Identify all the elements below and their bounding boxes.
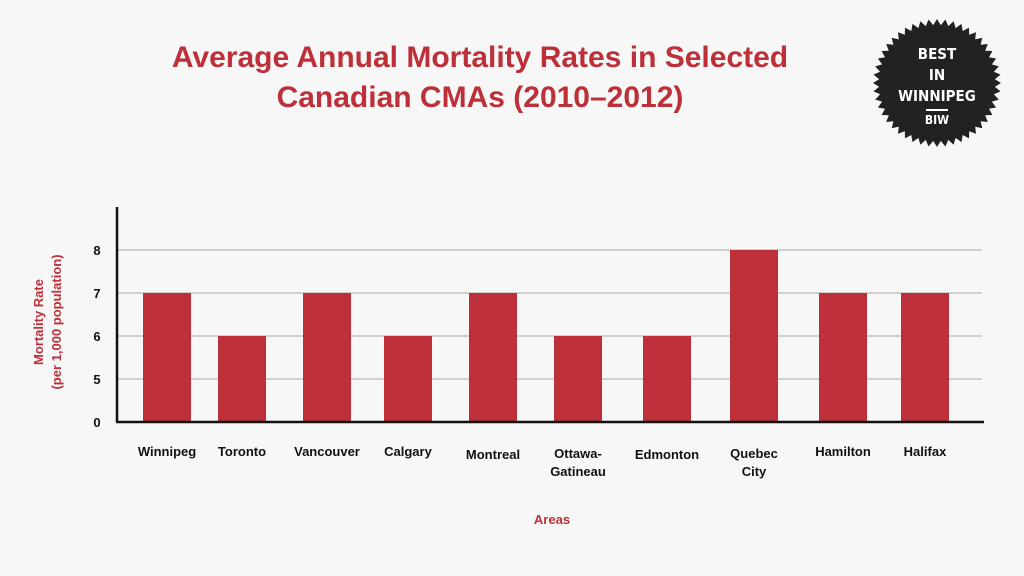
badge-seal-icon	[873, 19, 1001, 147]
badge-line-1: BEST	[917, 45, 957, 63]
best-in-winnipeg-badge: BEST IN WINNIPEG BIW	[872, 18, 1002, 148]
bar-winnipeg	[143, 293, 191, 422]
badge-text: BEST IN WINNIPEG BIW	[872, 44, 1002, 127]
x-tick-label: Halifax	[904, 444, 947, 459]
bar-edmonton	[643, 336, 691, 422]
x-axis-label: Areas	[534, 512, 570, 527]
bar-hamilton	[819, 293, 867, 422]
axis-layer	[115, 207, 984, 424]
bar-vancouver	[303, 293, 351, 422]
y-tick-8: 8	[93, 243, 100, 258]
badge-line-2: IN	[928, 66, 946, 84]
bar-quebec-city	[730, 250, 778, 422]
chart-title: Average Annual Mortality Rates in Select…	[60, 38, 900, 118]
x-tick-label: Ottawa-	[554, 446, 602, 461]
bar-ottawa-gatineau	[554, 336, 602, 422]
x-tick-label: Gatineau	[550, 464, 606, 479]
chart-title-line-1: Average Annual Mortality Rates in Select…	[171, 41, 789, 74]
category-layer: Winnipeg Toronto Vancouver Calgary Montreal O…	[138, 444, 947, 479]
badge-sub: BIW	[924, 113, 950, 127]
y-tick-5: 5	[93, 372, 100, 387]
bar-montreal	[469, 293, 517, 422]
x-tick-label: Vancouver	[294, 444, 360, 459]
y-axis-label-line-2: (per 1,000 population)	[49, 254, 64, 389]
y-tick-7: 7	[93, 286, 100, 301]
bar-toronto	[218, 336, 266, 422]
badge-line-3: WINNIPEG	[898, 87, 976, 105]
chart-title-line-2: Canadian CMAs (2010–2012)	[276, 81, 684, 114]
x-tick-label: Toronto	[218, 444, 266, 459]
tick-layer: 0 5 6 7 8	[93, 243, 100, 430]
x-tick-label: City	[742, 464, 767, 479]
x-tick-label: Quebec	[730, 446, 778, 461]
y-tick-6: 6	[93, 329, 100, 344]
bar-calgary	[384, 336, 432, 422]
x-tick-label: Edmonton	[635, 447, 699, 462]
bar-halifax	[901, 293, 949, 422]
bar-layer	[143, 250, 949, 422]
y-axis-label: Mortality Rate (per 1,000 population)	[31, 254, 64, 389]
y-tick-0: 0	[93, 415, 100, 430]
x-tick-label: Hamilton	[815, 444, 871, 459]
badge-divider	[926, 109, 948, 111]
x-tick-label: Winnipeg	[138, 444, 196, 459]
x-tick-label: Calgary	[384, 444, 432, 459]
y-axis-label-line-1: Mortality Rate	[31, 279, 46, 365]
x-tick-label: Montreal	[466, 447, 520, 462]
